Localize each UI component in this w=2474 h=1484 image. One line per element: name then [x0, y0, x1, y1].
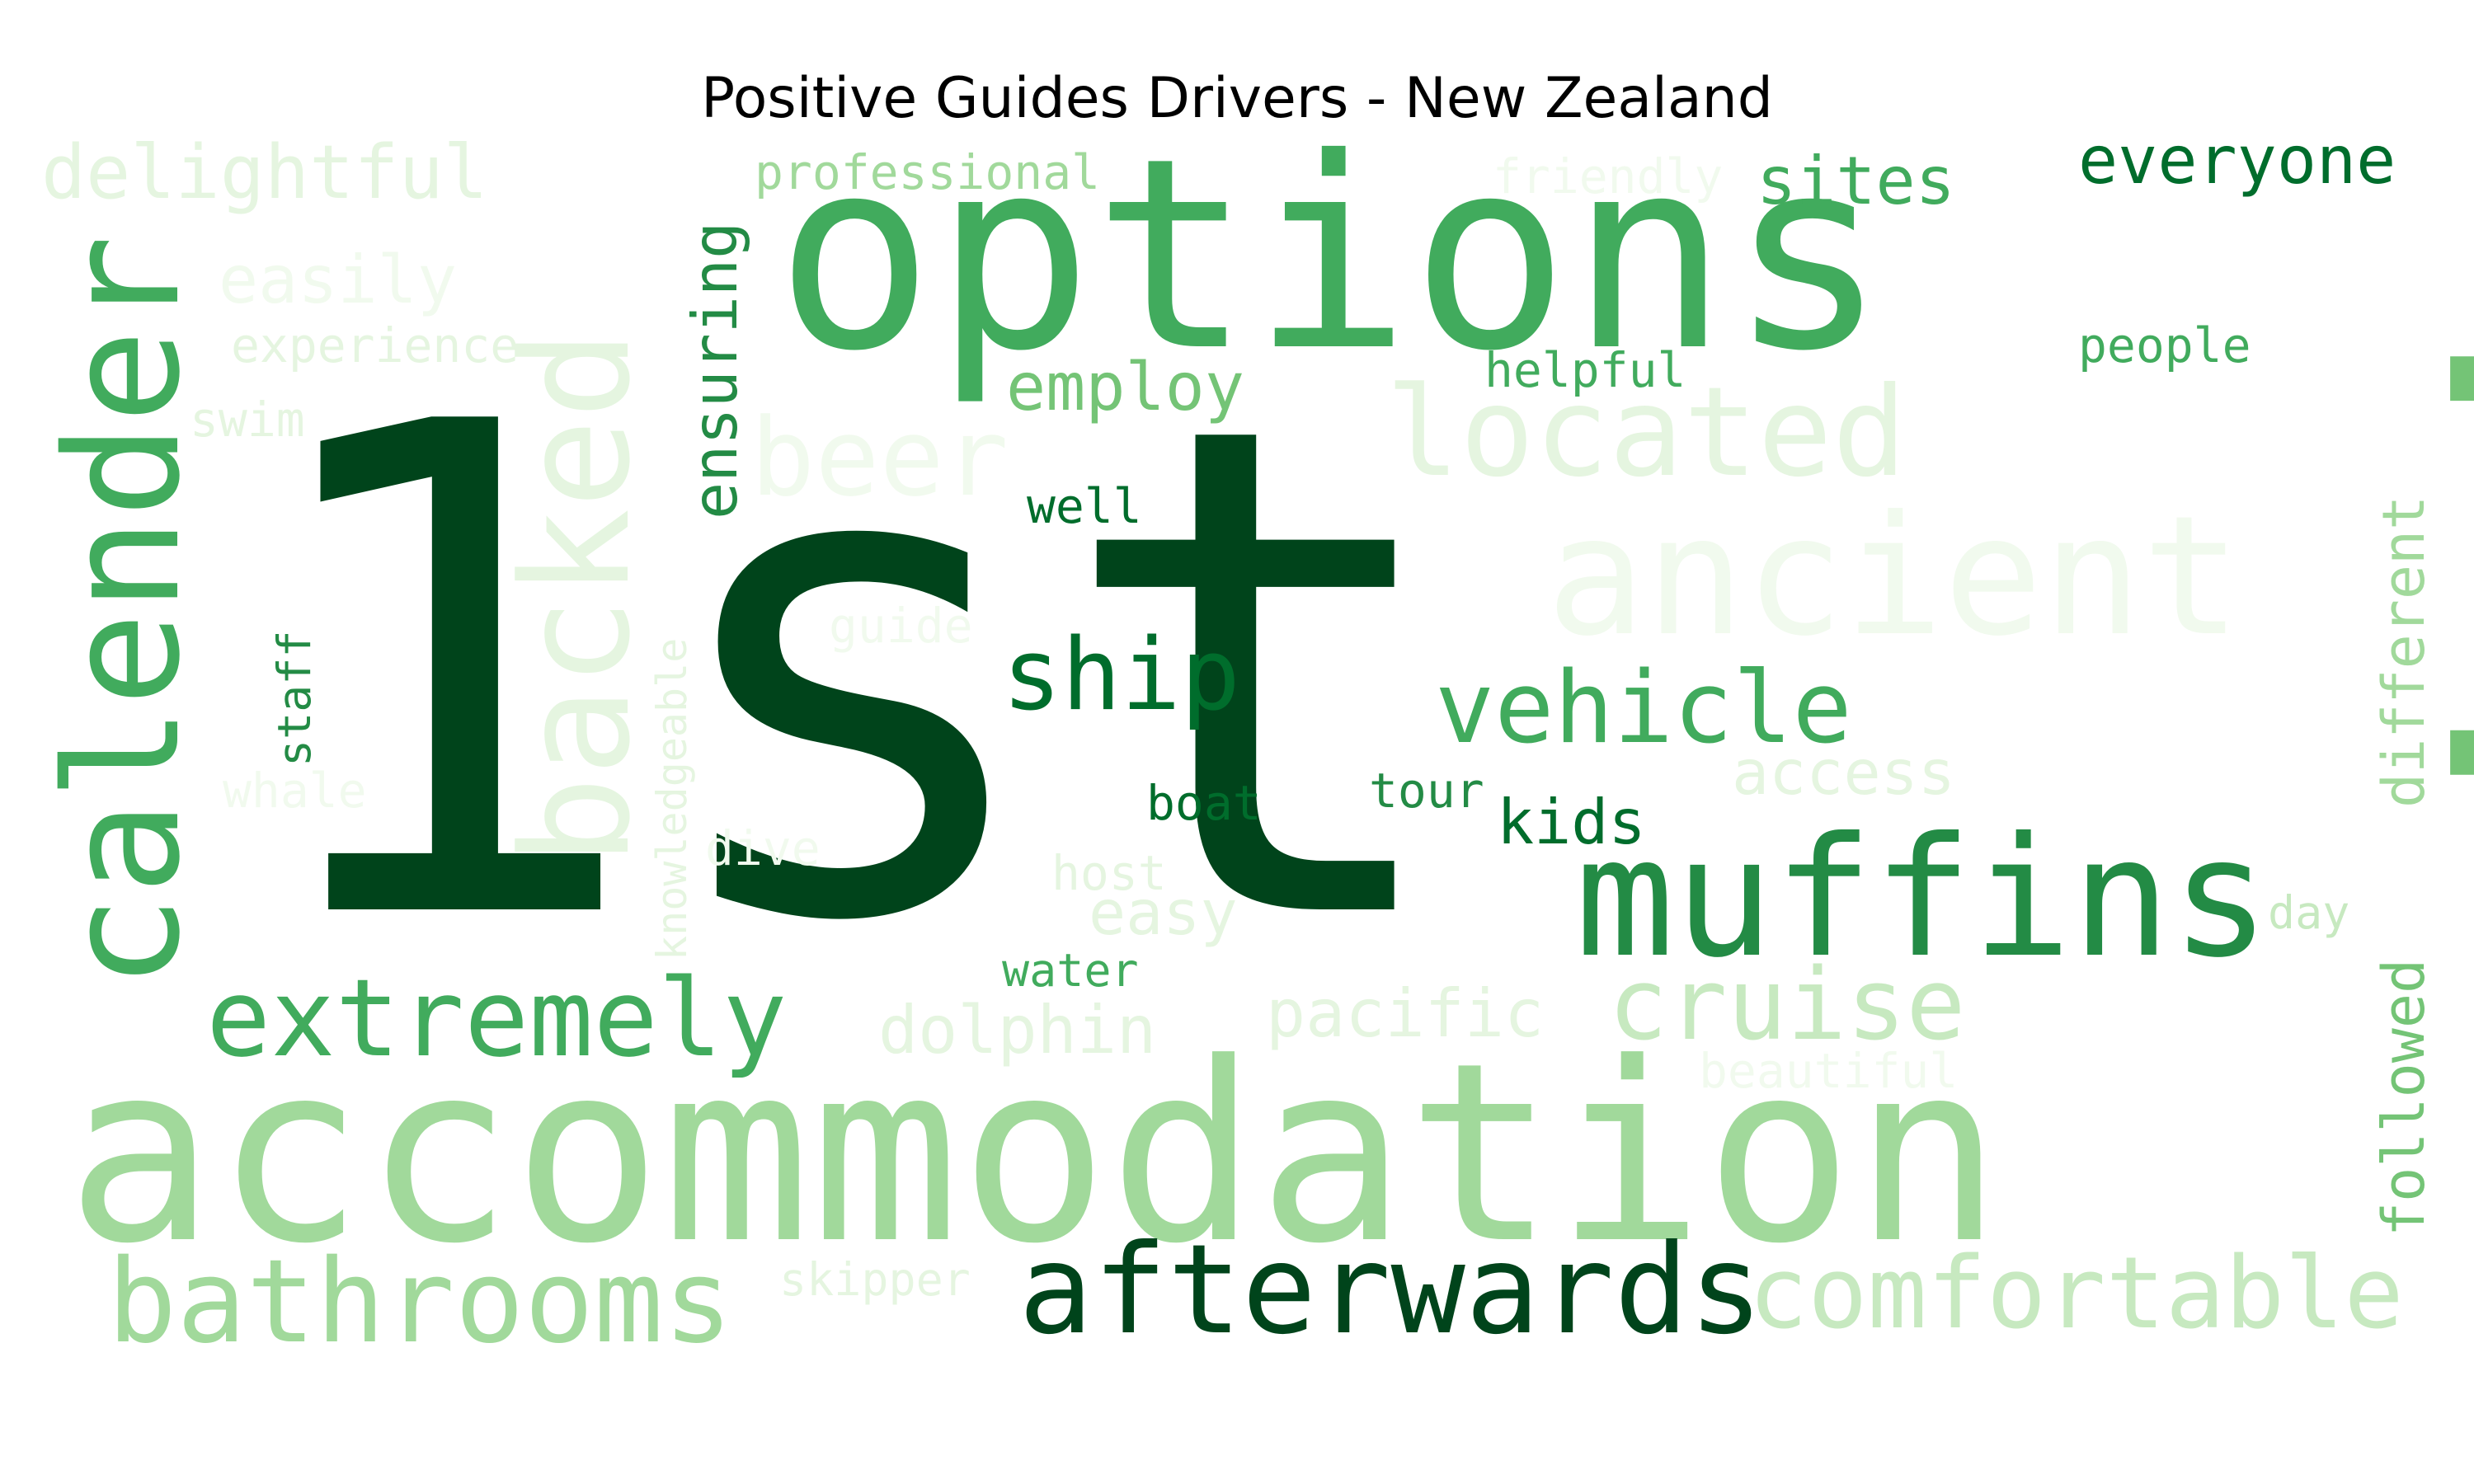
word-skipper: skipper	[779, 1253, 971, 1306]
word-options: options	[775, 102, 1888, 409]
word-1st: 1st	[239, 283, 1461, 1069]
word-everyone: everyone	[2078, 122, 2396, 199]
word-boat: boat	[1146, 775, 1262, 831]
word-staff: staff	[268, 630, 321, 767]
word-vehicle: vehicle	[1435, 651, 1852, 766]
word-kids: kids	[1497, 786, 1646, 858]
word-cruise: cruise	[1608, 948, 1966, 1063]
word-different: different	[2370, 495, 2438, 808]
word-sites: sites	[1757, 143, 1955, 219]
word-located: located	[1385, 361, 1907, 505]
word-experience: experience	[231, 317, 520, 373]
word-dive: dive	[705, 820, 821, 876]
word-knowledgeable: knowledgeable	[648, 637, 696, 960]
word-muffins: muffins	[1575, 802, 2270, 994]
word-delightful: delightful	[41, 129, 488, 216]
word-afterwards: afterwards	[1018, 1219, 1764, 1362]
word-whale: whale	[223, 763, 367, 819]
word-host: host	[1051, 845, 1167, 901]
word-comfortable: comfortable	[1748, 1237, 2404, 1351]
word-ship: ship	[1002, 618, 1240, 733]
word-day: day	[2268, 886, 2350, 939]
chart-title: Positive Guides Drivers - New Zealand	[701, 66, 1773, 131]
word-dolphin: dolphin	[878, 992, 1157, 1068]
word-accommodation: accommodation	[66, 1010, 2002, 1298]
word-easy: easy	[1089, 876, 1238, 949]
word-followed: followed	[2370, 958, 2438, 1237]
word-people: people	[2078, 317, 2251, 373]
word-tour: tour	[1369, 763, 1484, 819]
word-extremely: extremely	[206, 956, 788, 1081]
word-professional: professional	[755, 144, 1101, 200]
word-ancient: ancient	[1546, 481, 2241, 673]
word-beer: beer	[750, 395, 1009, 520]
word-helpful: helpful	[1484, 342, 1686, 398]
word-water: water	[1002, 944, 1139, 997]
word-well: well	[1027, 478, 1142, 534]
word-calender: calender	[32, 234, 214, 989]
word-beautiful: beautiful	[1699, 1043, 1959, 1099]
word-ensuring: ensuring	[679, 221, 751, 519]
word-guide: guide	[829, 598, 973, 654]
word-friendly: friendly	[1493, 148, 1724, 204]
word-pacific: pacific	[1266, 975, 1545, 1052]
word-employ: employ	[1006, 349, 1244, 425]
word-bathrooms: bathrooms	[107, 1235, 733, 1369]
word-access: access	[1732, 736, 1955, 809]
word-easily: easily	[219, 242, 457, 318]
word-swim: swim	[190, 392, 305, 448]
word-backed: backed	[491, 329, 663, 866]
